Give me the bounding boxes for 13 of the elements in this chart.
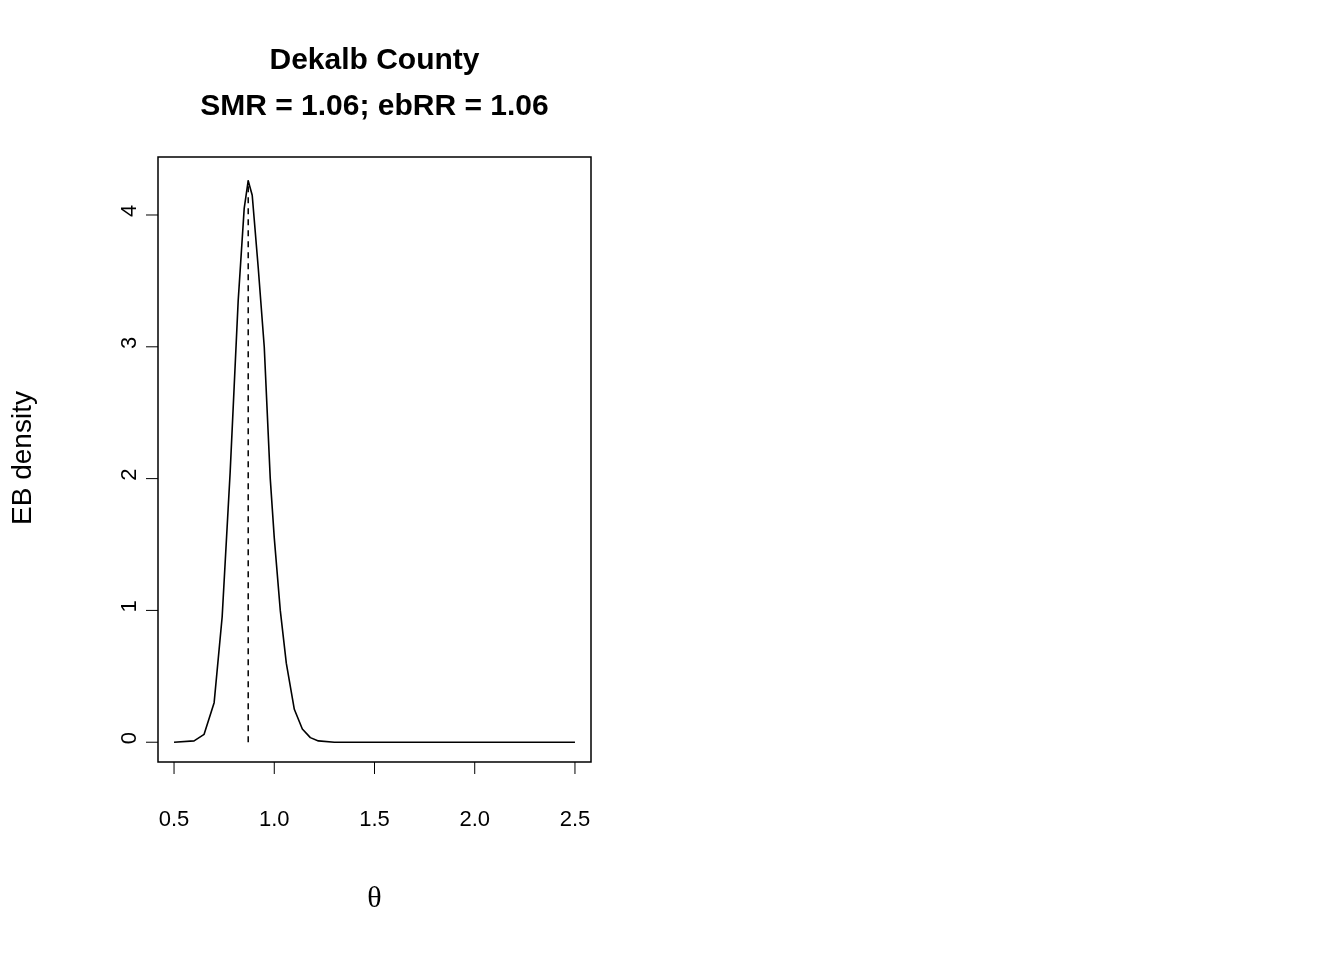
x-tick-label: 1.0	[258, 805, 290, 831]
x-tick-label: 2.0	[459, 805, 491, 831]
y-tick-label: 3	[116, 336, 141, 349]
y-axis-title: EB density	[6, 390, 38, 527]
x-tick-label: 2.5	[559, 805, 591, 831]
x-axis-title: θ	[366, 880, 383, 914]
x-tick-label: 0.5	[158, 805, 190, 831]
y-tick-label: 1	[116, 600, 141, 613]
x-tick-label: 1.5	[359, 805, 390, 831]
chart-title: Dekalb County SMR = 1.06; ebRR = 1.06	[199, 41, 550, 123]
y-tick-label: 4	[116, 204, 141, 218]
y-tick-label: 0	[116, 732, 141, 745]
y-tick-label: 2	[116, 468, 141, 481]
